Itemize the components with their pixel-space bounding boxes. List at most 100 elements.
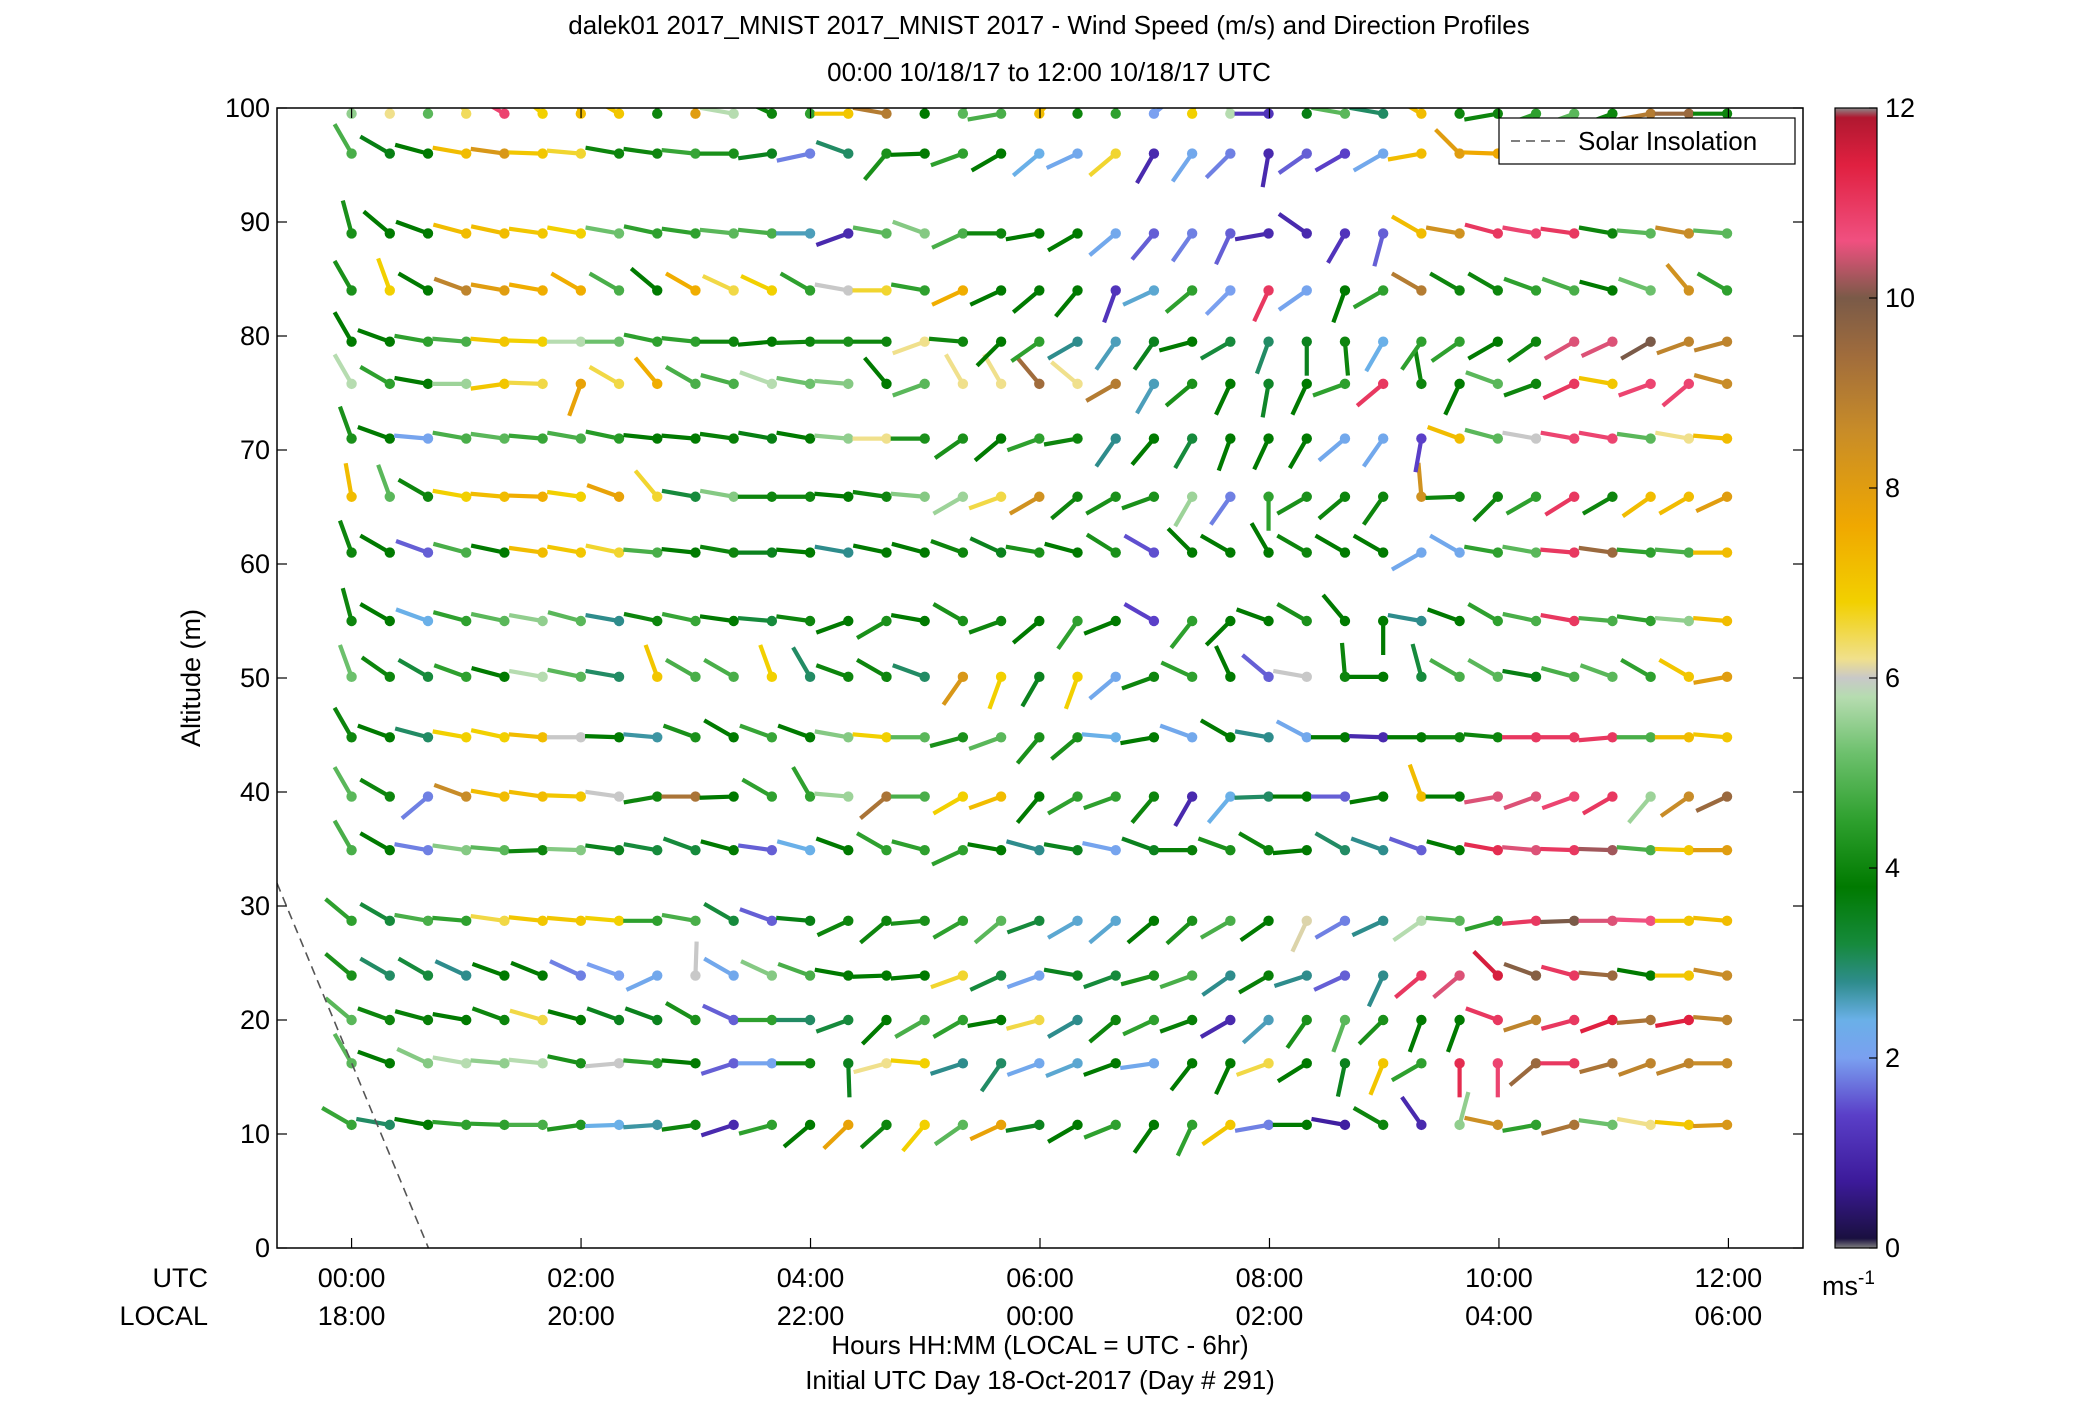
wind-barb-stick bbox=[968, 494, 1002, 511]
wind-barb-dot bbox=[1148, 1058, 1160, 1069]
wind-barb-dot bbox=[1492, 491, 1504, 502]
wind-barb-dot bbox=[613, 108, 625, 119]
wind-barb-stick bbox=[1542, 381, 1576, 401]
wind-barb-dot bbox=[652, 108, 663, 119]
wind-barb-dot bbox=[1721, 228, 1733, 239]
wind-barb-stick bbox=[1037, 108, 1047, 116]
wind-barb-stick bbox=[585, 145, 620, 156]
wind-barb-stick bbox=[395, 538, 429, 555]
wind-barb-dot bbox=[1186, 491, 1198, 502]
wind-barb-dot bbox=[1263, 1119, 1274, 1131]
wind-barb-dot bbox=[1416, 433, 1427, 444]
wind-barb-dot bbox=[537, 732, 548, 743]
wind-barb-stick bbox=[1170, 152, 1194, 183]
wind-barb-dot bbox=[1645, 844, 1656, 856]
wind-barb-dot bbox=[881, 378, 892, 390]
wind-barb-stick bbox=[471, 666, 505, 679]
wind-barb-dot bbox=[728, 433, 739, 444]
wind-barb-stick bbox=[1620, 339, 1652, 361]
wind-barb-stick bbox=[701, 274, 735, 293]
wind-barb-stick bbox=[394, 1116, 429, 1127]
wind-barb-stick bbox=[1173, 795, 1194, 828]
wind-barb-stick bbox=[968, 735, 1002, 751]
wind-barb-dot bbox=[652, 148, 663, 159]
wind-barb-dot bbox=[1148, 433, 1160, 444]
wind-barb-stick bbox=[967, 111, 1002, 122]
wind-barb-dot bbox=[1607, 491, 1618, 502]
wind-barb-stick bbox=[664, 658, 697, 679]
wind-barb-stick bbox=[470, 224, 505, 236]
wind-barb-stick bbox=[699, 431, 734, 441]
wind-barb-stick bbox=[470, 282, 505, 293]
wind-barb-dot bbox=[1683, 433, 1695, 444]
wind-barb-stick bbox=[1170, 232, 1194, 263]
wind-barb-dot bbox=[728, 108, 739, 119]
wind-barb-dot bbox=[384, 491, 395, 502]
wind-barb-dot bbox=[881, 433, 892, 444]
wind-barb-stick bbox=[1654, 1017, 1690, 1028]
x-tick-label-utc: 02:00 bbox=[547, 1263, 615, 1293]
wind-barb-dot bbox=[1530, 970, 1542, 981]
wind-barb-stick bbox=[623, 432, 658, 441]
wind-barb-dot bbox=[1416, 970, 1427, 981]
wind-barb-dot bbox=[1721, 491, 1733, 502]
wind-barb-stick bbox=[815, 619, 849, 635]
wind-barb-dot bbox=[1683, 228, 1695, 239]
wind-barb-stick bbox=[859, 1123, 888, 1150]
wind-barb-dot bbox=[1225, 970, 1236, 981]
wind-barb-dot bbox=[1377, 433, 1389, 444]
wind-barb-stick bbox=[1120, 735, 1155, 746]
wind-barb-stick bbox=[1314, 831, 1347, 852]
wind-barb-stick bbox=[623, 842, 658, 853]
wind-barb-stick bbox=[585, 668, 620, 679]
wind-barb-stick bbox=[1540, 1122, 1575, 1136]
wind-barb-dot bbox=[613, 228, 625, 239]
wind-barb-stick bbox=[1503, 794, 1537, 811]
wind-barb-dot bbox=[843, 791, 854, 802]
wind-barb-stick bbox=[1047, 1123, 1079, 1144]
wind-barb-stick bbox=[740, 959, 773, 978]
wind-barb-stick bbox=[814, 282, 849, 293]
wind-barb-dot bbox=[1148, 915, 1160, 927]
wind-barb-stick bbox=[1054, 289, 1080, 318]
wind-barb-dot bbox=[1186, 547, 1198, 558]
wind-barb-stick bbox=[1390, 271, 1423, 293]
wind-barb-dot bbox=[1377, 1119, 1389, 1131]
wind-barb-stick bbox=[1272, 668, 1308, 679]
wind-barb-dot bbox=[384, 108, 395, 119]
wind-barb-stick bbox=[1390, 550, 1423, 572]
wind-barb-dot bbox=[652, 1058, 663, 1069]
wind-barb-stick bbox=[508, 732, 543, 740]
wind-barb-stick bbox=[1350, 836, 1384, 853]
wind-barb-dot bbox=[461, 108, 472, 119]
wind-barb-stick bbox=[1260, 383, 1271, 418]
wind-barb-dot bbox=[1377, 336, 1389, 347]
wind-barb-dot bbox=[1339, 433, 1351, 444]
wind-barb-stick bbox=[815, 139, 849, 156]
wind-barb-stick bbox=[1085, 382, 1117, 403]
wind-barb-dot bbox=[1454, 228, 1465, 239]
wind-barb-stick bbox=[584, 733, 620, 740]
wind-barb-dot bbox=[1263, 108, 1274, 119]
wind-barb-stick bbox=[846, 1063, 852, 1098]
wind-barb-dot bbox=[1225, 915, 1236, 927]
wind-barb-stick bbox=[1011, 619, 1041, 645]
wind-barb-dot bbox=[1721, 1014, 1733, 1026]
wind-barb-stick bbox=[1400, 340, 1424, 371]
wind-barb-dot bbox=[881, 491, 892, 502]
wind-barb-stick bbox=[1204, 152, 1232, 180]
wind-barb-dot bbox=[881, 844, 892, 856]
wind-barb-dot bbox=[728, 970, 739, 981]
wind-barb-dot bbox=[1301, 148, 1312, 159]
wind-barb-stick bbox=[546, 1122, 582, 1132]
wind-barb-stick bbox=[394, 333, 429, 344]
wind-barb-dot bbox=[1339, 970, 1351, 981]
wind-barb-stick bbox=[359, 533, 391, 555]
wind-barb-dot bbox=[1186, 615, 1198, 627]
x-tick-label-utc: 10:00 bbox=[1465, 1263, 1533, 1293]
wind-barb-stick bbox=[623, 224, 658, 236]
wind-barb-dot bbox=[843, 378, 854, 390]
wind-barb-dot bbox=[728, 844, 739, 856]
wind-barb-stick bbox=[932, 794, 964, 816]
wind-barb-stick bbox=[1088, 231, 1118, 257]
